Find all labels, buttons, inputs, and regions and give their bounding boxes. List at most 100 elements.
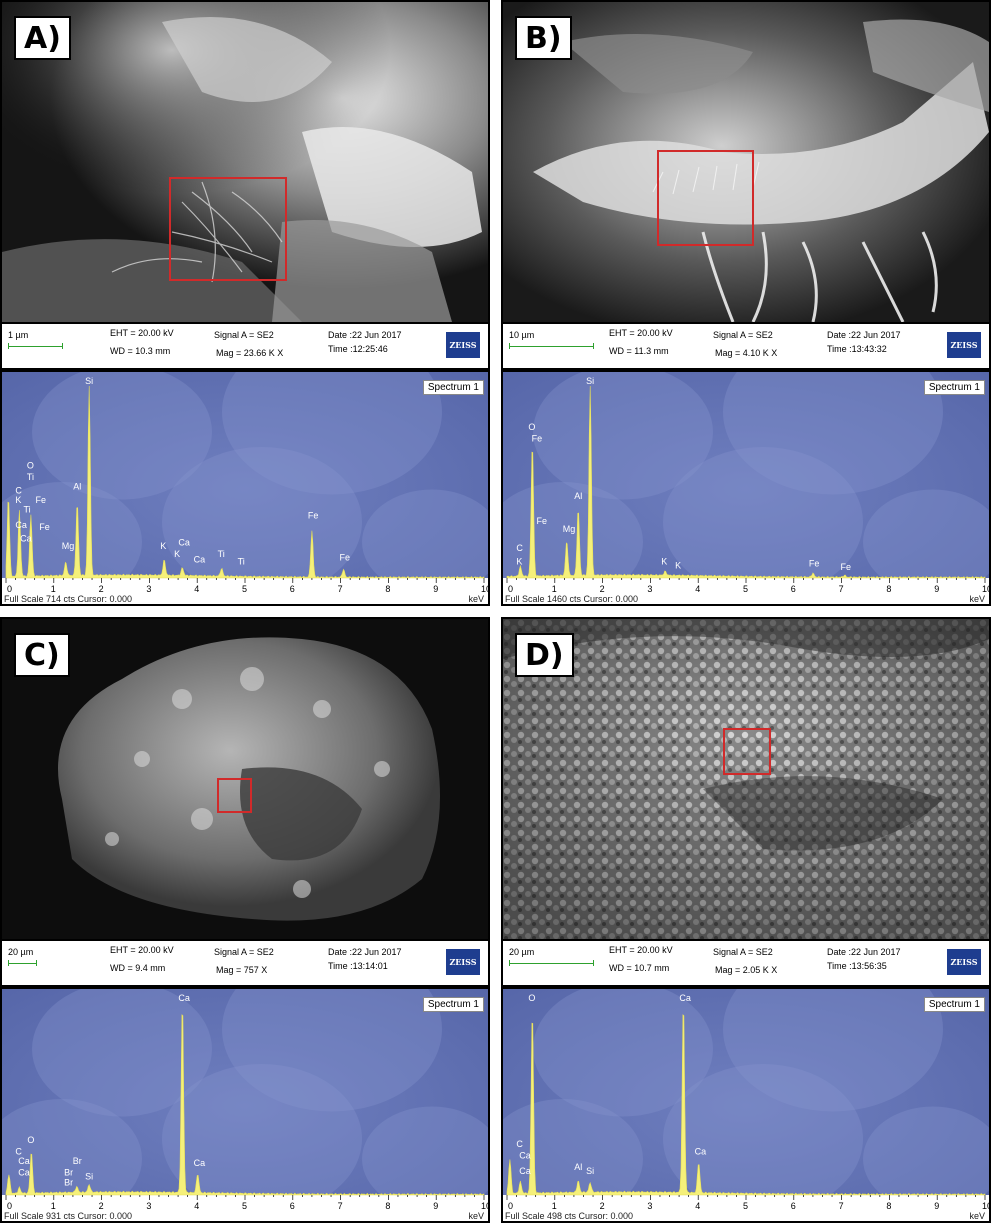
sem-databar: 20 µm EHT = 20.00 kV WD = 9.4 mm Signal …: [2, 941, 488, 985]
axis-tick-label: 5: [242, 584, 247, 594]
axis-tick-label: 9: [934, 584, 939, 594]
peak-label: Ca: [194, 555, 206, 565]
axis-tick-label: 2: [99, 1201, 104, 1211]
wd-value: WD = 11.3 mm: [609, 346, 669, 356]
peak-label: Ca: [15, 520, 27, 530]
peak-label: Ca: [20, 533, 32, 543]
peak-label: Ca: [18, 1156, 30, 1166]
axis-tick-label: 0: [508, 584, 513, 594]
peak-label: Mg: [563, 524, 576, 534]
axis-tick-label: 1: [51, 584, 56, 594]
axis-tick-label: 8: [385, 1201, 390, 1211]
scale-tick: [62, 343, 63, 349]
eht-value: EHT = 20.00 kV: [609, 945, 673, 955]
peak-label: Fe: [339, 553, 350, 563]
axis-tick-label: 10: [982, 584, 989, 594]
peak-label: Si: [85, 1172, 93, 1182]
peak-label: Mg: [62, 541, 75, 551]
peak-label: Ti: [27, 472, 34, 482]
spectrum-background: [2, 372, 488, 604]
roi-box: [723, 728, 771, 775]
panel-d: D) 20 µm EHT = 20.00 kV WD = 10.7 mm Sig…: [501, 617, 991, 1223]
peak-label: C: [15, 1147, 22, 1157]
peak-label: Fe: [532, 434, 543, 444]
roi-box: [169, 177, 287, 281]
axis-unit: keV: [468, 594, 484, 604]
axis-tick-label: 4: [695, 1201, 700, 1211]
panel-b: B) 10 µm EHT = 20.00 kV WD = 11.3 mm Sig…: [501, 0, 991, 606]
axis-tick-label: 2: [600, 1201, 605, 1211]
peak-label: O: [27, 460, 34, 470]
peak-label: K: [174, 549, 180, 559]
mag-value: Mag = 4.10 K X: [715, 348, 778, 358]
scale-tick: [593, 960, 594, 966]
scale-bar: [509, 346, 593, 347]
peak-label: Fe: [308, 510, 319, 520]
eds-spectrum-d: CaOCCaCaAlSiCa012345678910 Spectrum 1 Fu…: [503, 989, 989, 1221]
peak-label: Si: [85, 376, 93, 386]
scale-tick: [593, 343, 594, 349]
signal-value: Signal A = SE2: [214, 330, 274, 340]
eds-spectrum-a: Si O Ti C K Fe Ti Ca Fe Ca Al Mg K Ca K Ca Ti Ti Fe Fe 0 1 2 3 4…: [2, 372, 488, 604]
panel-label: A): [14, 16, 71, 60]
axis-tick-label: 6: [290, 584, 295, 594]
time-value: Time :13:43:32: [827, 344, 887, 354]
panel-c: C) 20 µm EHT = 20.00 kV WD = 9.4 mm Sign…: [0, 617, 490, 1223]
scale-label: 10 µm: [509, 330, 535, 340]
peak-label: Si: [586, 376, 594, 386]
axis-tick-label: 6: [290, 1201, 295, 1211]
peak-label: Ca: [519, 1166, 531, 1176]
peak-label: Fe: [840, 562, 851, 572]
spectrum-title: Spectrum 1: [422, 380, 484, 395]
axis-tick-label: 4: [194, 584, 199, 594]
spectrum-title: Spectrum 1: [422, 997, 484, 1012]
peak-label: Ca: [178, 537, 190, 547]
axis-tick-label: 9: [433, 584, 438, 594]
spectrum-background: [503, 989, 989, 1221]
peak-label: Br: [73, 1156, 82, 1166]
scale-bar: [8, 346, 62, 347]
eht-value: EHT = 20.00 kV: [110, 945, 174, 955]
peak-label: Ca: [18, 1168, 30, 1178]
axis-tick-label: 3: [146, 1201, 151, 1211]
peak-label: Si: [586, 1166, 594, 1176]
axis-tick-label: 7: [338, 1201, 343, 1211]
panel-label: C): [14, 633, 70, 677]
panel-label: D): [515, 633, 574, 677]
peak-label: Al: [73, 482, 81, 492]
time-value: Time :12:25:46: [328, 344, 388, 354]
peak-label: O: [528, 422, 535, 432]
spectrum-footer: Full Scale 498 cts Cursor: 0.000: [505, 1211, 634, 1221]
axis-tick-label: 5: [743, 1201, 748, 1211]
spectrum-footer: Full Scale 714 cts Cursor: 0.000: [4, 594, 133, 604]
spectrum-title: Spectrum 1: [923, 997, 985, 1012]
peak-label: Ti: [218, 549, 225, 559]
peak-label: Ca: [178, 993, 190, 1003]
wd-value: WD = 10.3 mm: [110, 346, 171, 356]
axis-tick-label: 5: [743, 584, 748, 594]
peak-label: Fe: [809, 558, 820, 568]
axis-tick-label: 1: [552, 1201, 557, 1211]
spectrum-footer: Full Scale 1460 cts Cursor: 0.000: [505, 594, 639, 604]
date-value: Date :22 Jun 2017: [827, 947, 901, 957]
axis-tick-label: 0: [7, 1201, 12, 1211]
peak-label: C: [516, 1139, 523, 1149]
date-value: Date :22 Jun 2017: [328, 947, 402, 957]
zeiss-logo: ZEISS: [446, 332, 480, 358]
peak-label: Ti: [24, 505, 31, 515]
peak-label: K: [516, 556, 522, 566]
axis-unit: keV: [969, 1211, 985, 1221]
axis-tick-label: 3: [146, 584, 151, 594]
mag-value: Mag = 757 X: [216, 965, 268, 975]
axis-tick-label: 6: [791, 584, 796, 594]
peak-label: O: [27, 1135, 34, 1145]
axis-tick-label: 3: [647, 584, 652, 594]
peak-label: Al: [574, 491, 582, 501]
peak-label: Ca: [679, 993, 691, 1003]
spectrum-background: [503, 372, 989, 604]
signal-value: Signal A = SE2: [713, 947, 773, 957]
eds-spectrum-b: SiOFeFeAlMgCKKKFeFe012345678910 Spectrum…: [503, 372, 989, 604]
axis-tick-label: 3: [647, 1201, 652, 1211]
sem-databar: 1 µm EHT = 20.00 kV WD = 10.3 mm Signal …: [2, 324, 488, 368]
scale-tick: [8, 343, 9, 349]
